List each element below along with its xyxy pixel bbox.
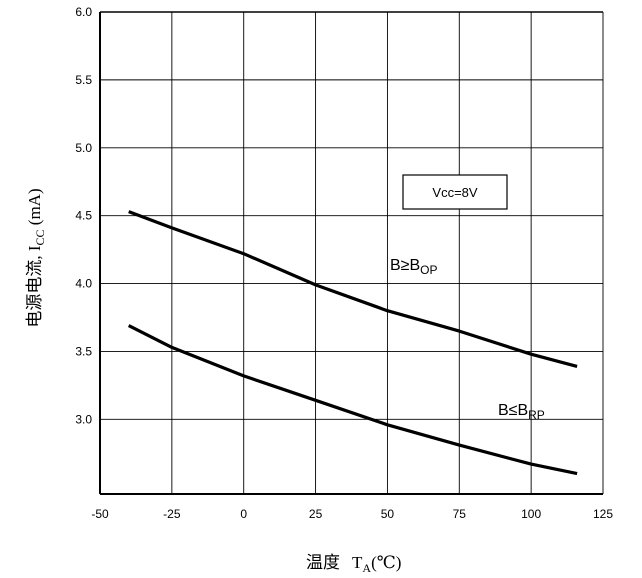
x-tick-label: 125	[593, 507, 613, 521]
x-tick-labels: -50 -25 0 25 50 75 100 125	[91, 507, 613, 521]
y-axis-title: 电源电流, ICC (mA)	[25, 188, 47, 327]
axes	[99, 11, 603, 495]
annotation-text: Vcc=8V	[432, 185, 477, 200]
x-tick-label: 75	[453, 507, 467, 521]
x-tick-label: 50	[381, 507, 395, 521]
series-label-brp-sub: RP	[528, 408, 545, 422]
x-axis-title-symbol: T	[352, 553, 363, 572]
x-tick-label: -25	[163, 507, 181, 521]
y-axis-title-unit: (mA)	[25, 188, 44, 229]
y-tick-label: 3.5	[75, 344, 92, 358]
series-label-bop-main: B≥B	[390, 257, 420, 274]
y-tick-label: 4.0	[75, 277, 92, 291]
series-lines	[127, 210, 578, 476]
x-tick-label: -50	[91, 507, 109, 521]
x-axis-title-sub: A	[362, 561, 371, 575]
x-axis-title: 温度 TA(℃)	[306, 553, 401, 575]
y-tick-label: 3.0	[75, 412, 92, 426]
y-tick-labels: 3.0 3.5 4.0 4.5 5.0 5.5 6.0	[75, 5, 92, 426]
y-tick-label: 5.0	[75, 141, 92, 155]
series-label-bop-sub: OP	[420, 263, 437, 277]
series-label-brp-main: B≤B	[498, 402, 528, 419]
x-axis-title-main: 温度	[306, 553, 340, 572]
series-label-brp: B≤BRP	[498, 402, 545, 422]
x-tick-label: 100	[521, 507, 541, 521]
x-axis-title-unit: (℃)	[371, 553, 401, 572]
x-tick-label: 0	[240, 507, 247, 521]
y-tick-label: 4.5	[75, 209, 92, 223]
series-line-b-ge-bop	[128, 210, 578, 368]
annotation-box: Vcc=8V	[402, 174, 508, 210]
y-axis-title-main: 电源电流, I	[25, 245, 44, 327]
x-tick-label: 25	[309, 507, 323, 521]
series-line-b-le-brp	[127, 324, 578, 476]
y-tick-label: 5.5	[75, 73, 92, 87]
y-axis-title-sub: CC	[33, 229, 47, 245]
series-label-bop: B≥BOP	[390, 257, 437, 277]
y-tick-label: 6.0	[75, 5, 92, 19]
